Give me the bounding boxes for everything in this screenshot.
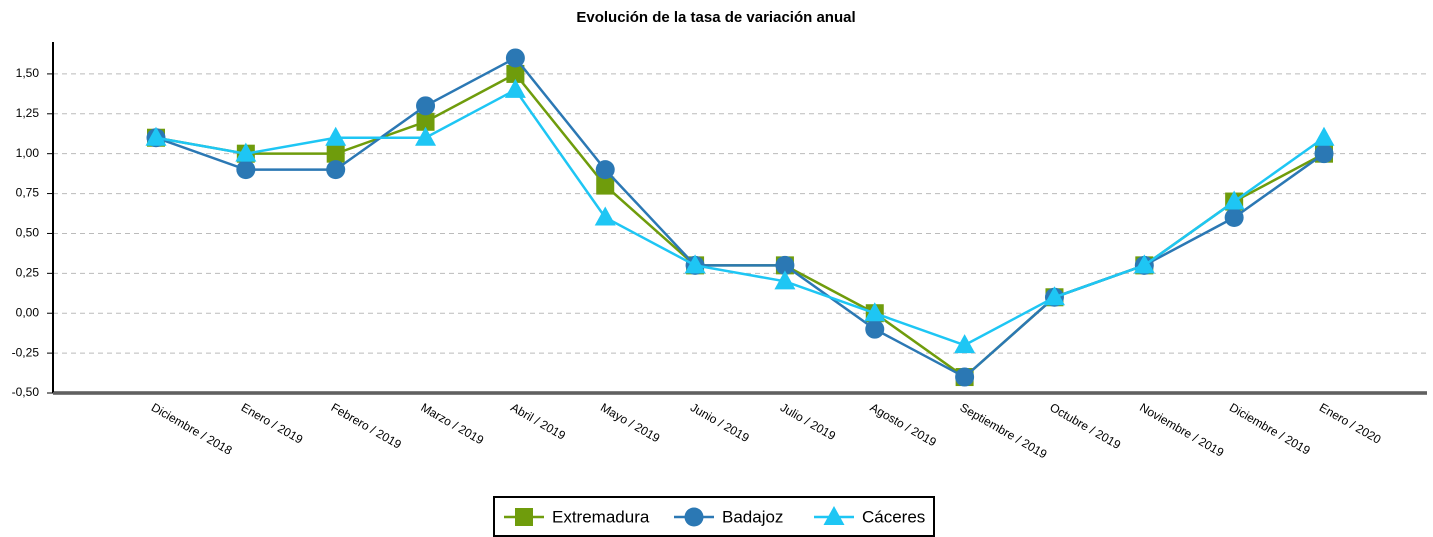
- y-tick-label: 0,25: [16, 266, 40, 280]
- x-tick-label: Abril / 2019: [508, 400, 568, 443]
- marker: [515, 508, 533, 526]
- series-line: [155, 88, 1325, 347]
- y-tick-label: 1,50: [16, 66, 40, 80]
- marker: [774, 270, 796, 290]
- marker: [596, 176, 615, 195]
- y-tick-label: 0,50: [16, 226, 40, 240]
- marker: [594, 206, 616, 226]
- y-tick-label: -0,50: [12, 385, 40, 399]
- marker: [865, 319, 885, 339]
- y-tick-label: -0,25: [12, 345, 40, 359]
- marker: [1043, 286, 1065, 306]
- marker: [416, 112, 435, 131]
- marker: [505, 48, 525, 68]
- marker: [955, 367, 975, 387]
- x-tick-label: Junio / 2019: [688, 400, 752, 445]
- marker: [504, 78, 526, 98]
- x-tick-label: Enero / 2020: [1317, 400, 1384, 447]
- x-tick-label: Diciembre / 2019: [1227, 400, 1313, 458]
- marker: [325, 126, 347, 146]
- marker: [684, 507, 704, 527]
- y-tick-label: 0,00: [16, 305, 40, 319]
- x-tick-label: Septiembre / 2019: [958, 400, 1050, 461]
- x-tick-label: Marzo / 2019: [418, 400, 486, 447]
- marker: [864, 302, 886, 322]
- marker: [1223, 190, 1245, 210]
- x-tick-label: Octubre / 2019: [1047, 400, 1123, 452]
- y-tick-label: 1,25: [16, 106, 40, 120]
- y-tick-label: 0,75: [16, 186, 40, 200]
- marker: [326, 144, 345, 163]
- marker: [1314, 144, 1334, 164]
- marker: [1224, 208, 1244, 227]
- chart-title: Evolución de la tasa de variación anual: [576, 9, 855, 26]
- legend-label: Cáceres: [862, 507, 925, 526]
- marker: [954, 334, 976, 354]
- series-line: [155, 72, 1325, 379]
- marker: [145, 126, 167, 146]
- marker: [595, 160, 615, 180]
- marker: [326, 160, 346, 180]
- x-tick-label: Diciembre / 2018: [149, 400, 235, 458]
- x-tick-label: Julio / 2019: [778, 400, 838, 443]
- marker: [684, 254, 706, 274]
- marker: [235, 142, 257, 162]
- marker: [506, 64, 525, 83]
- legend-label: Badajoz: [722, 507, 783, 526]
- x-tick-label: Febrero / 2019: [329, 400, 404, 452]
- marker: [415, 126, 437, 146]
- x-tick-label: Mayo / 2019: [598, 400, 662, 445]
- marker: [823, 506, 845, 525]
- marker: [416, 96, 436, 116]
- series-line: [155, 56, 1325, 379]
- x-tick-label: Enero / 2019: [239, 400, 306, 447]
- x-tick-label: Agosto / 2019: [868, 400, 939, 449]
- legend-label: Extremadura: [552, 507, 650, 526]
- x-tick-label: Noviembre / 2019: [1137, 400, 1226, 460]
- marker: [236, 160, 256, 180]
- marker: [1133, 254, 1155, 274]
- marker: [1313, 126, 1335, 146]
- marker: [775, 255, 795, 275]
- y-tick-label: 1,00: [16, 146, 40, 160]
